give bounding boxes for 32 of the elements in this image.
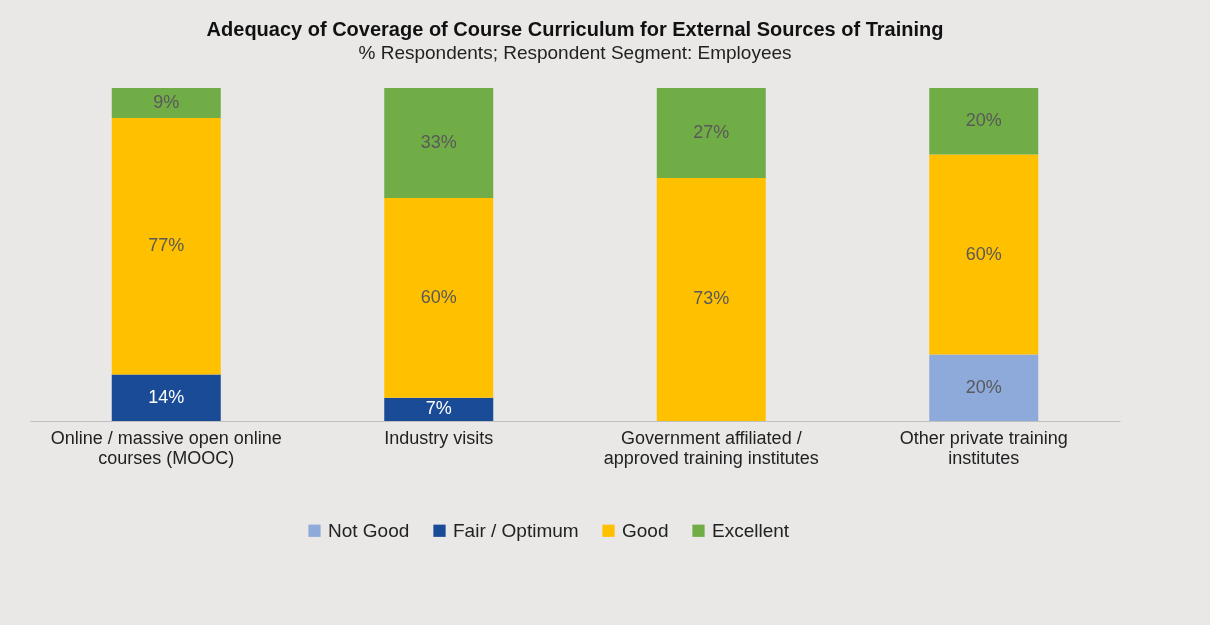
x-tick-label: Industry visits [384, 427, 494, 448]
bar [929, 154, 1039, 355]
chart-subtitle: % Respondents; Respondent Segment: Employees [358, 42, 792, 63]
bar [384, 88, 494, 198]
data-label: 33% [420, 131, 457, 152]
bar [656, 177, 766, 421]
bar [384, 397, 494, 421]
bar [929, 88, 1039, 155]
bar [929, 354, 1039, 421]
legend-label: Not Good [328, 519, 410, 541]
data-label: 60% [965, 243, 1002, 264]
bar [111, 88, 221, 118]
bar [111, 117, 221, 375]
bar [384, 197, 494, 398]
data-label: 20% [965, 376, 1002, 397]
x-tick-label: Government affiliated / approved training institutes [603, 427, 819, 468]
chart-title: Adequacy of Coverage of Course Curriculum for External Sources of Training [206, 18, 944, 40]
data-label: 77% [148, 235, 185, 256]
legend-label: Good [622, 519, 669, 541]
data-label: 14% [148, 386, 185, 407]
data-label: 60% [420, 286, 457, 307]
data-label: 73% [693, 288, 730, 309]
bar [656, 88, 766, 178]
legend-label: Excellent [712, 519, 790, 541]
data-label: 7% [425, 398, 452, 419]
data-label: 9% [153, 91, 180, 112]
x-tick-label: Online / massive open online courses (MOOC) [50, 427, 282, 468]
x-tick-label: Other private training institutes [899, 427, 1068, 468]
bar [111, 374, 221, 421]
legend-label: Fair / Optimum [453, 519, 579, 541]
data-label: 27% [693, 121, 730, 142]
data-label: 20% [965, 110, 1002, 131]
